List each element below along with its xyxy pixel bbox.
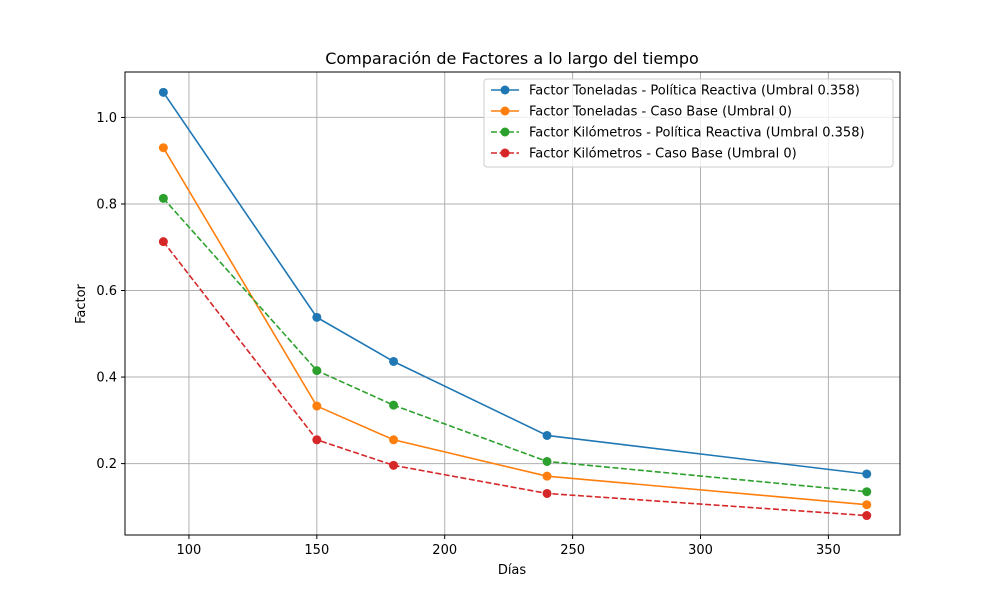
data-point xyxy=(862,500,872,510)
y-tick-label: 0.4 xyxy=(96,371,117,386)
legend-marker xyxy=(500,106,510,116)
data-point xyxy=(862,469,872,479)
data-point xyxy=(312,366,322,376)
x-tick-label: 250 xyxy=(560,543,585,558)
y-tick-label: 0.8 xyxy=(96,197,117,212)
data-point xyxy=(862,487,872,497)
legend-label: Factor Toneladas - Caso Base (Umbral 0) xyxy=(529,105,792,120)
legend-marker xyxy=(500,85,510,95)
series-line xyxy=(162,147,867,506)
series-3 xyxy=(158,193,872,497)
y-tick-label: 1.0 xyxy=(96,111,117,126)
data-point xyxy=(312,435,322,445)
x-tick-label: 200 xyxy=(432,543,457,558)
x-tick-label: 300 xyxy=(688,543,713,558)
series-2 xyxy=(158,143,872,510)
chart-title: Comparación de Factores a lo largo del t… xyxy=(325,49,699,68)
legend-marker xyxy=(500,148,510,158)
y-axis-ticks: 0.2 0.4 0.6 0.8 1.0 xyxy=(96,111,125,472)
data-point xyxy=(542,471,552,481)
legend-item: Factor Kilómetros - Caso Base (Umbral 0) xyxy=(491,147,797,162)
legend-marker xyxy=(500,127,510,137)
series-4 xyxy=(158,237,872,521)
x-tick-label: 150 xyxy=(304,543,329,558)
y-axis-label: Factor xyxy=(74,283,89,323)
legend-label: Factor Kilómetros - Política Reactiva (U… xyxy=(529,126,865,141)
x-tick-label: 350 xyxy=(816,543,841,558)
legend: Factor Toneladas - Política Reactiva (Um… xyxy=(483,78,894,168)
series-line xyxy=(162,197,867,493)
data-point xyxy=(389,356,399,366)
data-point xyxy=(389,435,399,445)
data-point xyxy=(158,87,168,97)
data-point xyxy=(389,400,399,410)
data-point xyxy=(542,430,552,440)
data-point xyxy=(542,456,552,466)
data-point xyxy=(312,401,322,411)
legend-item: Factor Toneladas - Caso Base (Umbral 0) xyxy=(491,105,792,120)
x-tick-label: 100 xyxy=(177,543,202,558)
plot-frame xyxy=(124,71,901,536)
x-axis-label: Días xyxy=(498,563,527,578)
legend-label: Factor Kilómetros - Caso Base (Umbral 0) xyxy=(529,147,797,162)
x-axis-ticks: 100 150 200 250 300 350 xyxy=(177,535,841,558)
data-point xyxy=(158,237,168,247)
data-point xyxy=(158,143,168,153)
y-tick-label: 0.6 xyxy=(96,284,117,299)
data-point xyxy=(312,312,322,322)
data-point xyxy=(158,193,168,203)
data-point xyxy=(542,488,552,498)
data-point xyxy=(862,511,872,521)
series-layer xyxy=(158,87,872,521)
series-line xyxy=(162,241,867,517)
series-1 xyxy=(158,87,872,479)
legend-label: Factor Toneladas - Política Reactiva (Um… xyxy=(529,84,860,99)
legend-box xyxy=(483,78,894,168)
data-point xyxy=(389,460,399,470)
legend-item: Factor Toneladas - Política Reactiva (Um… xyxy=(491,84,860,99)
y-tick-label: 0.2 xyxy=(96,457,117,472)
legend-item: Factor Kilómetros - Política Reactiva (U… xyxy=(491,126,865,141)
